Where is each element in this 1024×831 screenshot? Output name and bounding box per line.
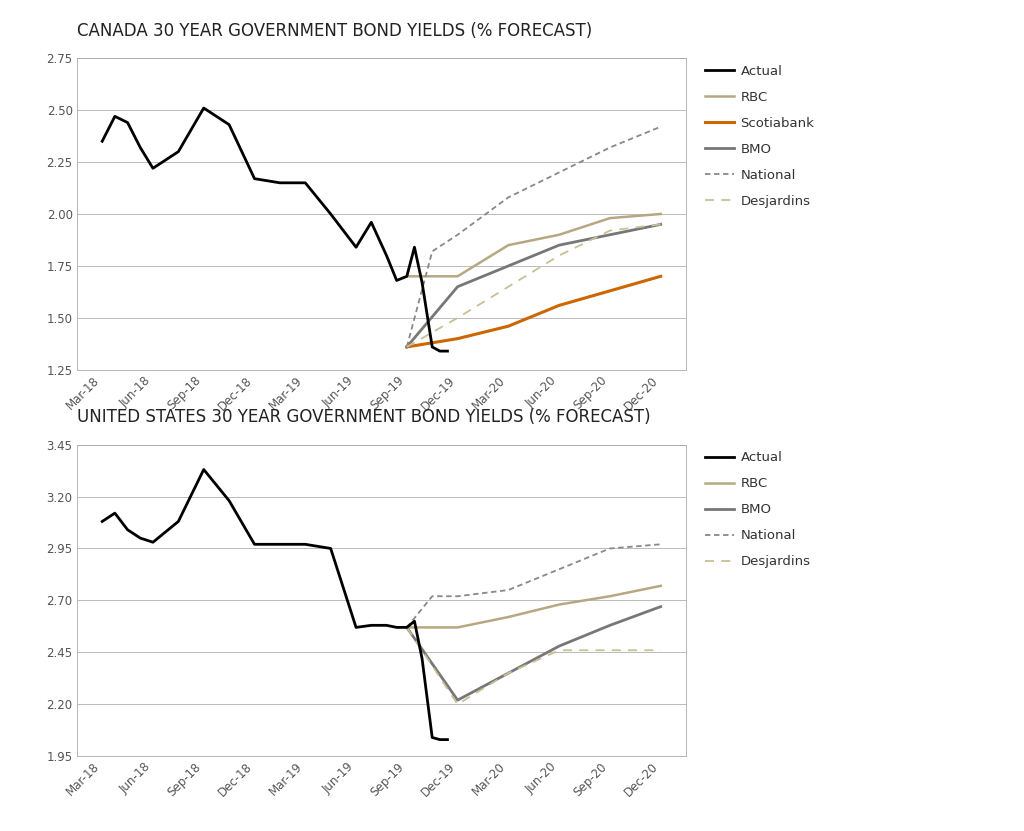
Legend: Actual, , RBC, , Scotiabank, , BMO, , National, , Desjardins: Actual, , RBC, , Scotiabank, , BMO, , Na… — [705, 65, 814, 208]
Text: UNITED STATES 30 YEAR GOVERNMENT BOND YIELDS (% FORECAST): UNITED STATES 30 YEAR GOVERNMENT BOND YI… — [77, 408, 650, 426]
Text: CANADA 30 YEAR GOVERNMENT BOND YIELDS (% FORECAST): CANADA 30 YEAR GOVERNMENT BOND YIELDS (%… — [77, 22, 592, 40]
Legend: Actual, , RBC, , BMO, , National, , Desjardins: Actual, , RBC, , BMO, , National, , Desj… — [705, 451, 810, 568]
